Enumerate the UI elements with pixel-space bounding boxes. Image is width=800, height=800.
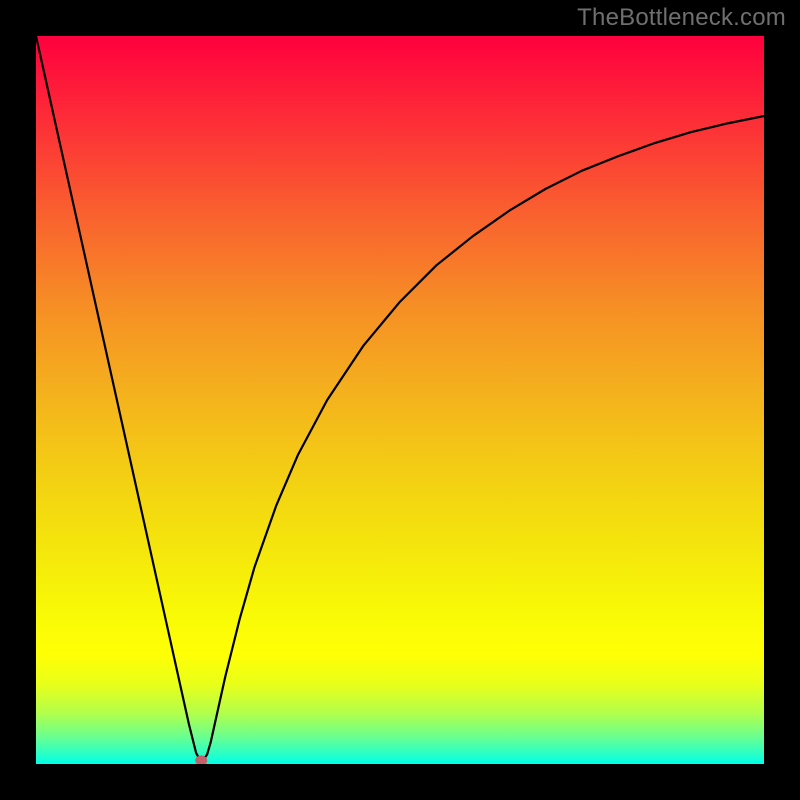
- bottleneck-chart: [36, 36, 764, 764]
- watermark-text: TheBottleneck.com: [577, 4, 786, 32]
- chart-frame: TheBottleneck.com: [0, 0, 800, 800]
- plot-background: [36, 36, 764, 764]
